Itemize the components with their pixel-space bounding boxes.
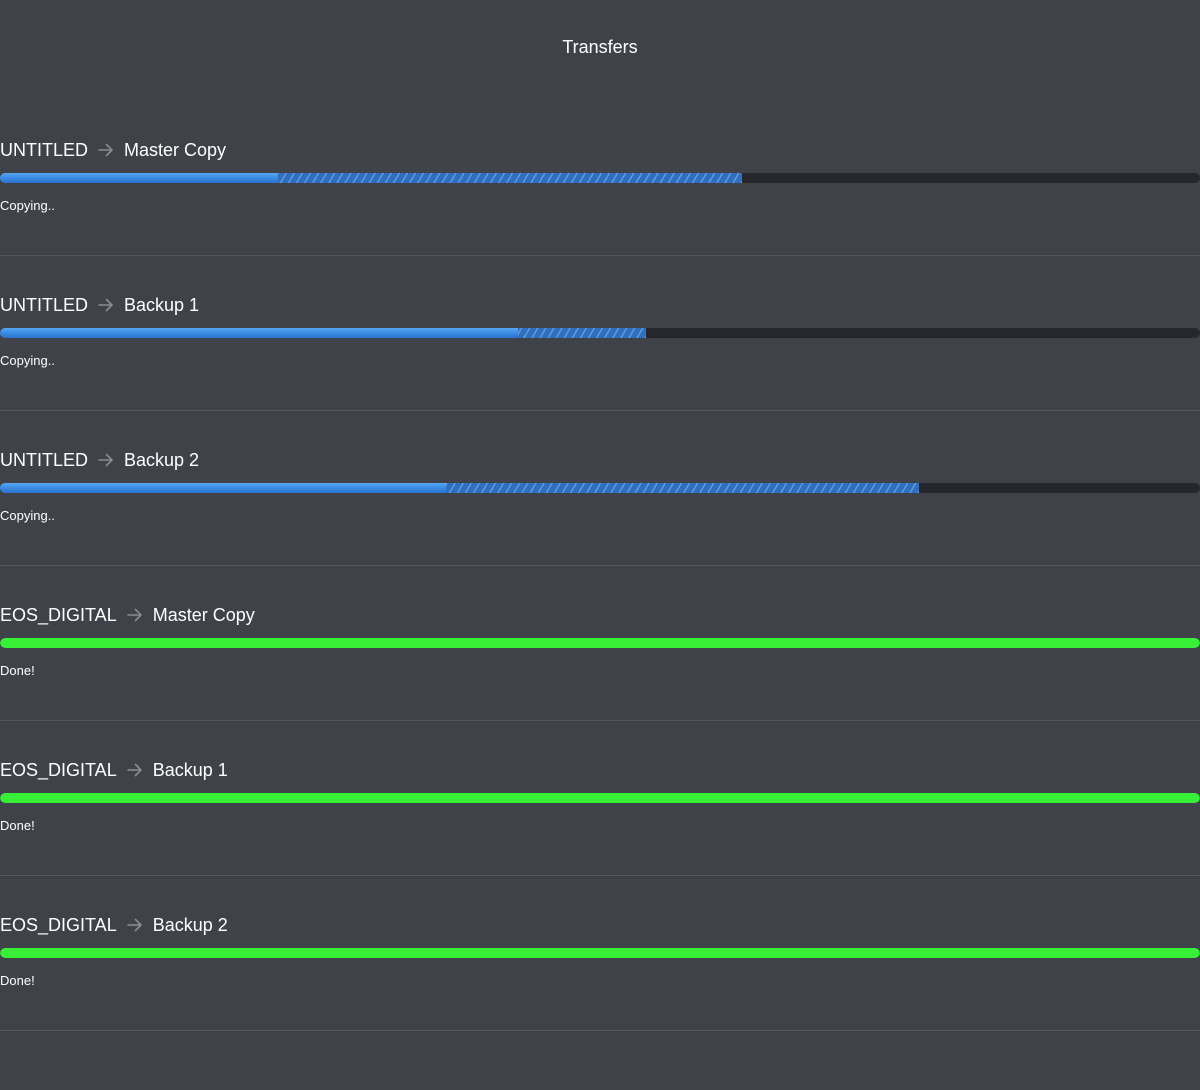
destination-name: Backup 2 (152, 914, 228, 935)
transfer-row[interactable]: UNTITLED Backup 1 Copying.. (0, 256, 1200, 411)
status-text: Done! (0, 663, 35, 678)
arrow-right-icon (88, 453, 124, 467)
source-volume-name: EOS_DIGITAL (0, 604, 117, 625)
destination-name: Master Copy (124, 139, 227, 160)
status-text: Done! (0, 818, 35, 833)
arrow-right-icon (117, 763, 153, 777)
transfer-row[interactable]: UNTITLED Master Copy Copying.. (0, 101, 1200, 256)
destination-name: Backup 2 (124, 449, 200, 470)
progress-fill (0, 483, 447, 493)
status-text: Copying.. (0, 353, 55, 368)
progress-fill (0, 173, 279, 183)
transfer-row[interactable]: UNTITLED Backup 2 Copying.. (0, 411, 1200, 566)
transfer-list: UNTITLED Master Copy Copying.. UNTITLED Back… (0, 101, 1200, 1031)
transfer-route: EOS_DIGITAL Backup 2 (0, 913, 228, 937)
progress-fill (0, 948, 1200, 958)
window-title: Transfers (562, 37, 638, 57)
arrow-right-icon (117, 608, 153, 622)
transfer-row[interactable]: EOS_DIGITAL Backup 2 Done! (0, 876, 1200, 1031)
status-text: Copying.. (0, 198, 55, 213)
progress-bar (0, 173, 1200, 183)
transfer-route: EOS_DIGITAL Backup 1 (0, 758, 228, 782)
progress-fill (0, 638, 1200, 648)
destination-name: Backup 1 (152, 759, 228, 780)
transfer-route: UNTITLED Backup 2 (0, 448, 199, 472)
arrow-right-icon (88, 298, 124, 312)
progress-bar (0, 638, 1200, 648)
destination-name: Master Copy (152, 604, 255, 625)
status-text: Done! (0, 973, 35, 988)
source-volume-name: UNTITLED (0, 139, 89, 160)
progress-buffer (0, 173, 742, 183)
progress-bar (0, 793, 1200, 803)
progress-bar (0, 948, 1200, 958)
progress-fill (0, 793, 1200, 803)
transfer-route: EOS_DIGITAL Master Copy (0, 603, 255, 627)
transfer-route: UNTITLED Master Copy (0, 138, 226, 162)
source-volume-name: EOS_DIGITAL (0, 914, 117, 935)
status-text: Copying.. (0, 508, 55, 523)
transfer-route: UNTITLED Backup 1 (0, 293, 199, 317)
source-volume-name: UNTITLED (0, 294, 89, 315)
transfer-row[interactable]: EOS_DIGITAL Backup 1 Done! (0, 721, 1200, 876)
progress-bar (0, 328, 1200, 338)
progress-bar (0, 483, 1200, 493)
arrow-right-icon (88, 143, 124, 157)
progress-buffer (0, 483, 920, 493)
arrow-right-icon (117, 918, 153, 932)
progress-fill (0, 328, 519, 338)
source-volume-name: UNTITLED (0, 449, 89, 470)
source-volume-name: EOS_DIGITAL (0, 759, 117, 780)
transfer-row[interactable]: EOS_DIGITAL Master Copy Done! (0, 566, 1200, 721)
destination-name: Backup 1 (124, 294, 200, 315)
